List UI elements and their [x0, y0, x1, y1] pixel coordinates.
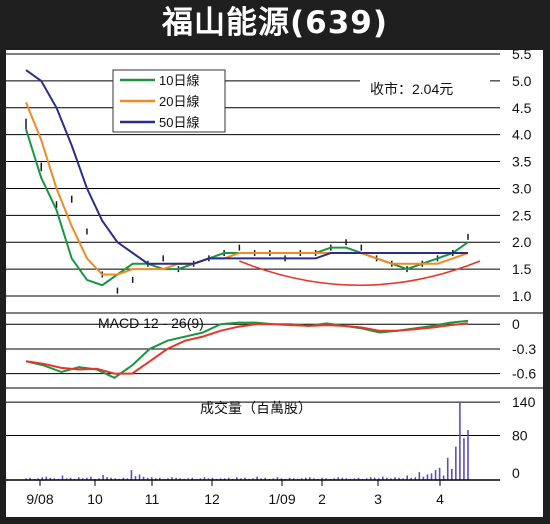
price-gridlines [6, 53, 500, 297]
price-tick-label: 1.5 [512, 261, 532, 277]
close-price-box [360, 78, 490, 100]
macd-panel: 0 -0.3 -0.6 MACD 12 - 26(9) [6, 312, 543, 382]
chart-title: 福山能源(639) [161, 5, 389, 41]
volume-y-ticks: 140 80 0 [512, 394, 536, 481]
volume-tick-label: 140 [512, 394, 536, 410]
price-y-ticks: 5.5 5.0 4.5 4.0 3.5 3.0 2.5 2.0 1.5 1.0 [512, 46, 532, 304]
legend-label-50: 50日線 [159, 115, 199, 130]
x-tick-label: 4 [436, 491, 444, 507]
x-tick-label: 11 [145, 491, 160, 507]
volume-gridlines [6, 401, 500, 436]
stock-chart: 5.5 5.0 4.5 4.0 3.5 3.0 2.5 2.0 1.5 1.0 10日線 20日線… [0, 46, 550, 524]
title-bar: 福山能源(639) [0, 0, 550, 46]
price-tick-label: 4.0 [512, 127, 532, 143]
macd-tick-label: -0.3 [512, 341, 536, 357]
price-tick-label: 2.5 [512, 207, 532, 223]
price-tick-label: 5.0 [512, 73, 532, 89]
x-axis-ticks: 9/08 10 11 12 1/09 2 3 4 [26, 480, 444, 507]
macd-line-1 [25, 322, 469, 375]
ma-line-1 [25, 102, 469, 276]
macd-y-ticks: 0 -0.3 -0.6 [512, 316, 536, 381]
x-tick-label: 9/08 [26, 491, 53, 507]
volume-tick-label: 80 [512, 428, 528, 444]
ma-line-2 [25, 69, 468, 265]
price-tick-label: 4.5 [512, 100, 532, 116]
macd-lines [25, 319, 469, 379]
legend-label-20: 20日線 [159, 94, 199, 109]
volume-tick-label: 0 [512, 465, 520, 481]
macd-tick-label: -0.6 [512, 366, 536, 382]
price-tick-label: 2.0 [512, 234, 532, 250]
legend-label-10: 10日線 [159, 73, 199, 88]
moving-average-lines [25, 69, 469, 287]
x-tick-label: 3 [374, 491, 382, 507]
legend: 10日線 20日線 50日線 [112, 69, 226, 133]
x-tick-label: 10 [87, 491, 103, 507]
macd-title: MACD 12 - 26(9) [98, 315, 204, 331]
volume-title: 成交量（百萬股） [200, 400, 312, 416]
bowl-arc [239, 260, 481, 287]
price-tick-label: 1.0 [512, 288, 532, 304]
macd-tick-label: 0 [512, 316, 520, 332]
price-arc [239, 260, 481, 287]
chart-background [6, 50, 543, 517]
price-panel: 5.5 5.0 4.5 4.0 3.5 3.0 2.5 2.0 1.5 1.0 10日線 20日線… [6, 46, 532, 304]
close-price-annotation: 收市：2.04元 [370, 81, 453, 97]
x-tick-label: 12 [204, 491, 220, 507]
price-tick-label: 3.5 [512, 154, 532, 170]
price-tick-label: 3.0 [512, 180, 532, 196]
price-tick-label: 5.5 [512, 46, 532, 62]
x-tick-label: 1/09 [268, 491, 295, 507]
x-tick-label: 2 [318, 491, 326, 507]
volume-panel: 140 80 0 成交量（百萬股） [6, 387, 543, 481]
